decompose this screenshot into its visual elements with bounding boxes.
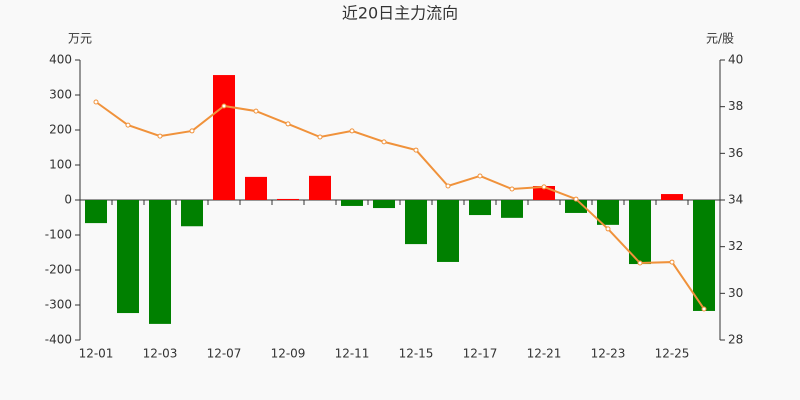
price-point (349, 128, 355, 134)
bar (277, 198, 299, 200)
y-tick-label: 0 (64, 193, 72, 207)
bar (149, 200, 171, 324)
y-tick-label: -300 (45, 298, 72, 312)
y-tick-label: -400 (45, 333, 72, 347)
x-tick-label: 12-15 (399, 347, 434, 361)
bar (213, 75, 235, 200)
bar (661, 194, 683, 200)
price-point (509, 186, 515, 192)
price-point (541, 184, 547, 190)
bar (85, 200, 107, 224)
bar (501, 200, 523, 218)
x-tick-label: 12-09 (271, 347, 306, 361)
price-point (285, 121, 291, 127)
bar (181, 200, 203, 227)
chart-title: 近20日主力流向 (342, 4, 458, 23)
x-tick-label: 12-17 (463, 347, 498, 361)
x-tick-label: 12-11 (335, 347, 370, 361)
x-tick-label: 12-01 (79, 347, 114, 361)
price-point (189, 128, 195, 134)
y2-tick-label: 38 (728, 99, 743, 113)
x-tick-label: 12-23 (591, 347, 626, 361)
bar (693, 200, 715, 311)
bar (629, 200, 651, 265)
y-axis-label: 万元 (68, 32, 92, 46)
y-tick-label: 200 (49, 123, 72, 137)
x-tick-label: 12-07 (207, 347, 242, 361)
price-point (93, 99, 99, 105)
price-point (669, 259, 675, 265)
price-point (637, 260, 643, 266)
price-point (317, 134, 323, 140)
y-tick-label: 100 (49, 158, 72, 172)
y-tick-label: -200 (45, 263, 72, 277)
x-tick-label: 12-03 (143, 347, 178, 361)
y2-tick-label: 40 (728, 53, 743, 67)
price-point (413, 147, 419, 153)
price-point (573, 196, 579, 202)
price-point (221, 103, 227, 109)
price-point (445, 183, 451, 189)
y2-tick-label: 28 (728, 333, 743, 347)
bar (309, 175, 331, 200)
y2-tick-label: 32 (728, 239, 743, 253)
bar (117, 200, 139, 314)
x-tick-label: 12-25 (655, 347, 690, 361)
price-line (95, 101, 705, 310)
bar (469, 200, 491, 216)
bar (341, 200, 363, 206)
bar (597, 200, 619, 225)
price-point (605, 226, 611, 232)
bar (373, 200, 395, 209)
bar (245, 176, 267, 200)
bar (437, 200, 459, 262)
price-point (381, 139, 387, 145)
price-point (253, 108, 259, 114)
x-tick-label: 12-21 (527, 347, 562, 361)
bar (405, 200, 427, 245)
price-point (125, 122, 131, 128)
price-point (701, 306, 707, 312)
y2-tick-label: 34 (728, 193, 743, 207)
y2-tick-label: 36 (728, 146, 743, 160)
price-point (477, 173, 483, 179)
y-tick-label: 400 (49, 53, 72, 67)
y-tick-label: 300 (49, 88, 72, 102)
price-point (157, 133, 163, 139)
y-tick-label: -100 (45, 228, 72, 242)
y2-axis-label: 元/股 (706, 32, 734, 46)
y2-tick-label: 30 (728, 286, 743, 300)
